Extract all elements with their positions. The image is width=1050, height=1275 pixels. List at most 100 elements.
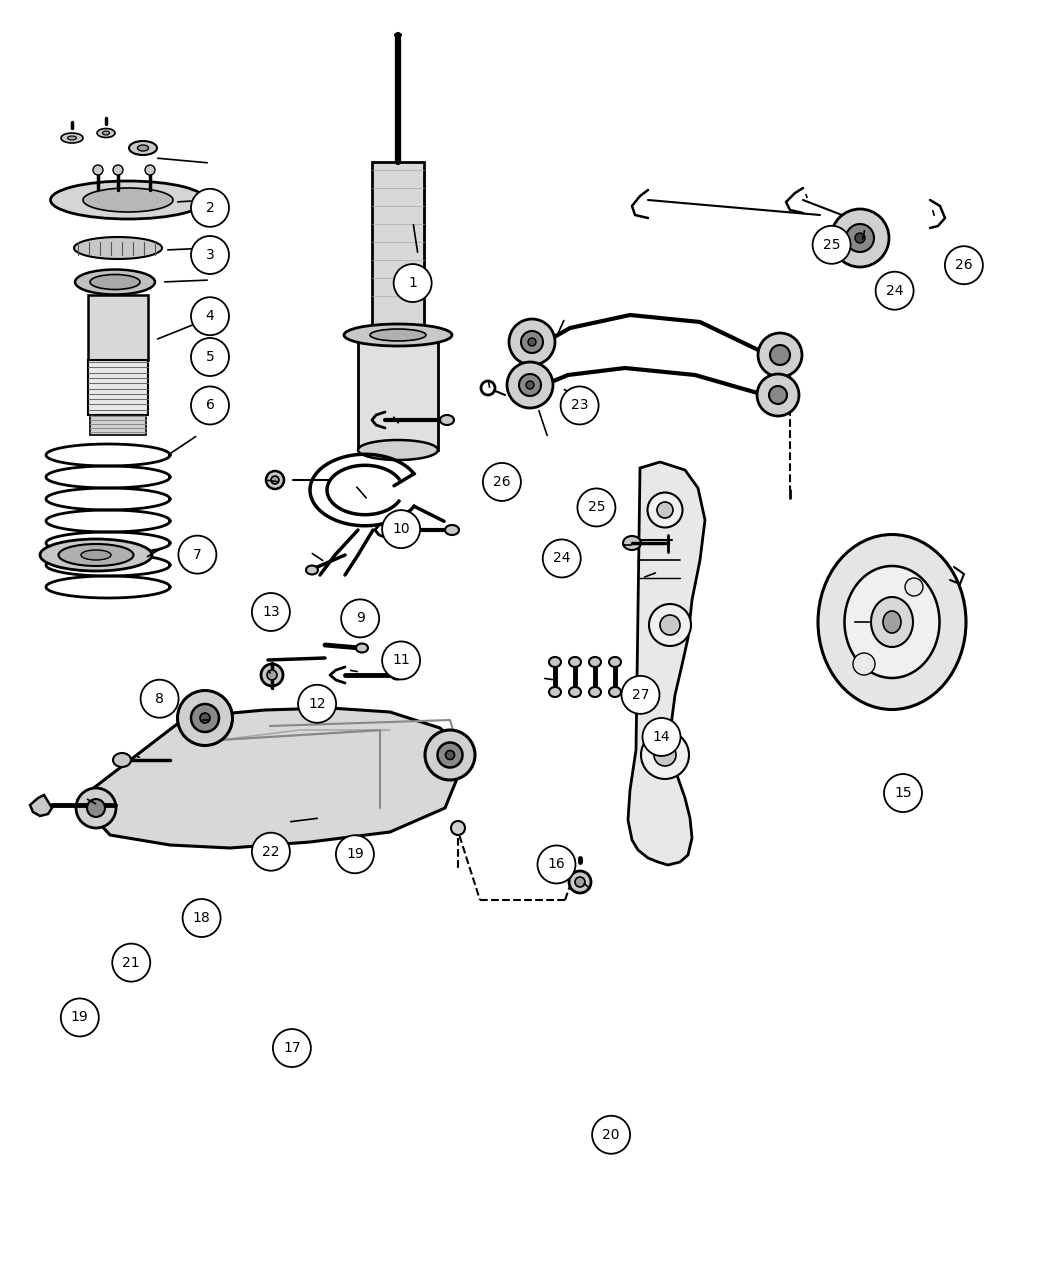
Text: 19: 19	[346, 848, 363, 861]
Ellipse shape	[589, 657, 601, 667]
Polygon shape	[88, 295, 148, 360]
Text: 27: 27	[632, 688, 649, 701]
Ellipse shape	[905, 578, 923, 595]
Text: 26: 26	[494, 476, 510, 488]
Text: 7: 7	[193, 548, 202, 561]
Circle shape	[341, 599, 379, 638]
Circle shape	[945, 246, 983, 284]
Circle shape	[112, 944, 150, 982]
Ellipse shape	[261, 664, 284, 686]
Text: 13: 13	[262, 606, 279, 618]
Circle shape	[191, 236, 229, 274]
Ellipse shape	[271, 476, 279, 484]
Ellipse shape	[575, 877, 585, 887]
Ellipse shape	[93, 164, 103, 175]
Polygon shape	[628, 462, 705, 864]
Ellipse shape	[521, 332, 543, 353]
Ellipse shape	[356, 644, 368, 653]
Circle shape	[622, 676, 659, 714]
Ellipse shape	[267, 669, 277, 680]
Ellipse shape	[569, 657, 581, 667]
Circle shape	[191, 189, 229, 227]
Text: 20: 20	[603, 1128, 620, 1141]
Text: 24: 24	[886, 284, 903, 297]
Text: 22: 22	[262, 845, 279, 858]
Polygon shape	[88, 360, 148, 414]
Ellipse shape	[549, 657, 561, 667]
Circle shape	[561, 386, 598, 425]
Ellipse shape	[481, 381, 495, 395]
Ellipse shape	[76, 788, 116, 827]
Text: 26: 26	[956, 259, 972, 272]
Ellipse shape	[649, 604, 691, 646]
Text: 18: 18	[193, 912, 210, 924]
Circle shape	[578, 488, 615, 527]
Ellipse shape	[145, 164, 155, 175]
Ellipse shape	[200, 713, 210, 723]
Text: 23: 23	[571, 399, 588, 412]
Ellipse shape	[660, 615, 680, 635]
Ellipse shape	[90, 274, 140, 289]
Text: 6: 6	[206, 399, 214, 412]
Text: 21: 21	[123, 956, 140, 969]
Text: 17: 17	[284, 1042, 300, 1054]
Text: 4: 4	[206, 310, 214, 323]
Text: 11: 11	[393, 654, 410, 667]
Ellipse shape	[769, 386, 788, 404]
Ellipse shape	[609, 687, 621, 697]
Circle shape	[178, 536, 216, 574]
Ellipse shape	[657, 502, 673, 518]
Circle shape	[191, 297, 229, 335]
Ellipse shape	[844, 566, 940, 678]
Circle shape	[876, 272, 914, 310]
Text: 5: 5	[206, 351, 214, 363]
Ellipse shape	[391, 671, 403, 680]
Text: 15: 15	[895, 787, 911, 799]
Text: 9: 9	[356, 612, 364, 625]
Ellipse shape	[425, 731, 475, 780]
Ellipse shape	[589, 687, 601, 697]
Ellipse shape	[344, 324, 452, 346]
Circle shape	[191, 338, 229, 376]
Ellipse shape	[440, 414, 454, 425]
Ellipse shape	[74, 237, 162, 259]
Circle shape	[538, 845, 575, 884]
Polygon shape	[358, 340, 438, 450]
Ellipse shape	[83, 187, 173, 212]
Circle shape	[61, 998, 99, 1037]
Ellipse shape	[519, 374, 541, 397]
Ellipse shape	[883, 611, 901, 632]
Ellipse shape	[831, 209, 889, 266]
Text: 24: 24	[553, 552, 570, 565]
Ellipse shape	[138, 145, 148, 150]
Ellipse shape	[75, 269, 155, 295]
Ellipse shape	[50, 181, 206, 219]
Ellipse shape	[97, 129, 116, 138]
Polygon shape	[78, 708, 468, 848]
Ellipse shape	[853, 653, 875, 674]
Circle shape	[394, 264, 432, 302]
Ellipse shape	[648, 492, 682, 528]
Ellipse shape	[757, 374, 799, 416]
Ellipse shape	[569, 871, 591, 892]
Ellipse shape	[191, 704, 219, 732]
Ellipse shape	[569, 687, 581, 697]
Ellipse shape	[61, 133, 83, 143]
Ellipse shape	[609, 657, 621, 667]
Ellipse shape	[266, 470, 284, 490]
Ellipse shape	[81, 550, 111, 560]
Circle shape	[884, 774, 922, 812]
Text: 14: 14	[653, 731, 670, 743]
Ellipse shape	[129, 142, 158, 156]
Ellipse shape	[846, 224, 874, 252]
Polygon shape	[30, 796, 52, 816]
Ellipse shape	[855, 233, 865, 244]
Ellipse shape	[452, 821, 465, 835]
Text: 1: 1	[408, 277, 417, 289]
Ellipse shape	[87, 799, 105, 817]
Circle shape	[336, 835, 374, 873]
Ellipse shape	[818, 534, 966, 709]
Text: 25: 25	[823, 238, 840, 251]
Ellipse shape	[623, 536, 640, 550]
Circle shape	[191, 386, 229, 425]
